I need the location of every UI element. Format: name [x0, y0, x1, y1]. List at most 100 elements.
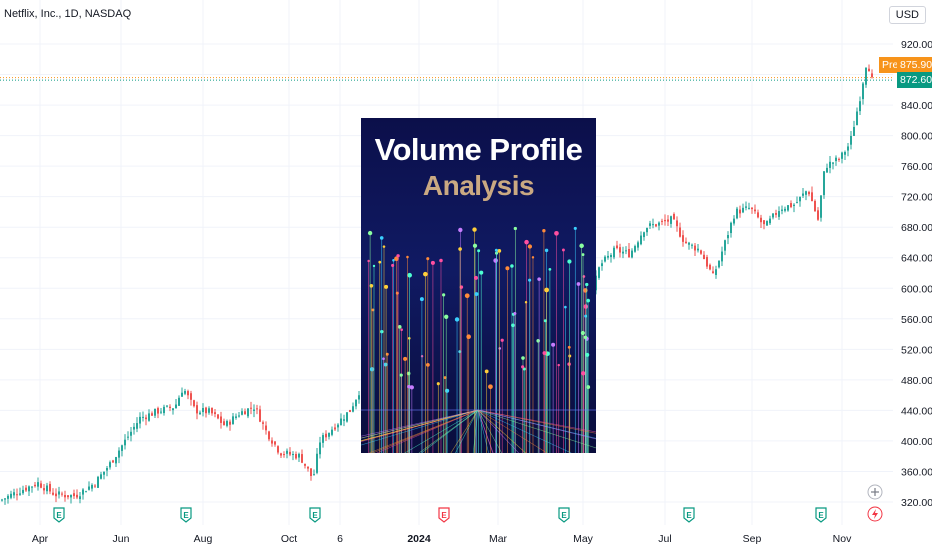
floor-line [450, 409, 479, 453]
candle-body [127, 436, 129, 438]
candle-body [769, 218, 771, 224]
profile-dot [564, 305, 567, 309]
profile-dot [430, 260, 435, 265]
floor-line [477, 409, 596, 433]
candle-body [256, 408, 258, 410]
candle-body [346, 412, 348, 422]
profile-dot [583, 304, 589, 309]
candle-body [238, 415, 240, 417]
lightning-icon[interactable] [867, 506, 883, 522]
profile-dot [548, 267, 552, 271]
profile-dot [379, 236, 384, 240]
candle-body [175, 404, 177, 409]
candle-body [226, 420, 228, 426]
floor-line [477, 409, 519, 453]
earnings-letter: E [686, 511, 692, 520]
y-tick-label: 840.00 [901, 100, 932, 112]
profile-dot [531, 256, 535, 259]
profile-dot [542, 351, 547, 356]
candle-body [802, 193, 804, 196]
candle-body [196, 405, 198, 414]
profile-dot [543, 319, 547, 323]
candle-body [289, 451, 291, 455]
candle-body [223, 421, 225, 426]
earnings-letter: E [441, 511, 447, 520]
candle-body [835, 157, 837, 162]
earnings-letter: E [561, 511, 567, 520]
candle-body [154, 408, 156, 416]
earnings-icon: E [683, 507, 695, 523]
profile-dot [397, 324, 402, 329]
candle-body [664, 219, 666, 222]
floor-line [477, 409, 596, 440]
candle-body [838, 158, 840, 160]
earnings-badge [309, 507, 321, 523]
candle-body [10, 493, 12, 498]
floor-line [477, 409, 596, 434]
candle-body [736, 208, 738, 219]
candle-body [616, 245, 618, 249]
candle-body [193, 400, 195, 407]
candle-body [199, 412, 201, 415]
profile-dot [544, 287, 550, 293]
candle-body [805, 191, 807, 195]
candle-body [334, 427, 336, 430]
candle-body [103, 471, 105, 475]
candle-body [817, 210, 819, 220]
thumbnail-subtitle: Analysis [422, 170, 535, 201]
candle-body [43, 488, 45, 491]
floor-line [372, 409, 479, 453]
earnings-icon: E [53, 507, 65, 523]
candle-body [682, 235, 684, 242]
candle-body [676, 220, 678, 227]
time-axis[interactable]: Apr Jun Aug Oct 6 2024 Mar May Jul Sep Nov [32, 533, 852, 545]
candle-body [727, 235, 729, 239]
profile-dot [367, 259, 370, 263]
candle-body [703, 254, 705, 260]
candle-body [67, 495, 69, 498]
candle-body [31, 486, 33, 488]
profile-dot [537, 277, 541, 281]
candle-body [823, 171, 825, 196]
candle-body [790, 203, 792, 208]
candle-body [781, 209, 783, 211]
x-tick-label: Apr [32, 533, 49, 545]
candle-body [343, 419, 345, 421]
profile-dot [407, 336, 411, 340]
price-axis[interactable]: 320.00 360.00 400.00 440.00 480.00 520.00 560.… [901, 39, 932, 509]
candle-body [325, 433, 327, 438]
candle-body [814, 200, 816, 212]
candle-body [229, 421, 231, 425]
plus-icon[interactable] [867, 484, 883, 500]
candle-body [145, 417, 147, 420]
candle-body [115, 457, 117, 464]
candle-body [685, 241, 687, 244]
y-tick-label: 440.00 [901, 405, 932, 417]
candle-body [232, 416, 234, 425]
profile-dot [585, 352, 590, 357]
candle-body [724, 240, 726, 251]
candle-body [688, 242, 690, 245]
candle-body [163, 406, 165, 414]
candle-body [79, 496, 81, 500]
profile-dot [443, 376, 447, 380]
candle-body [871, 73, 873, 78]
candle-body [118, 450, 120, 458]
candle-body [37, 482, 39, 487]
candle-body [808, 191, 810, 195]
candle-body [316, 453, 318, 473]
candle-body [19, 493, 21, 495]
candle-body [796, 202, 798, 204]
candle-body [214, 412, 216, 415]
candle-body [601, 263, 603, 267]
x-tick-label: Oct [281, 533, 297, 545]
profile-dot [419, 297, 424, 302]
candle-body [646, 228, 648, 233]
candle-body [70, 494, 72, 498]
candle-body [322, 435, 324, 443]
candle-body [166, 405, 168, 407]
floor-line [361, 409, 479, 442]
currency-button[interactable]: USD [888, 6, 926, 24]
x-tick-label: Jun [113, 533, 130, 545]
